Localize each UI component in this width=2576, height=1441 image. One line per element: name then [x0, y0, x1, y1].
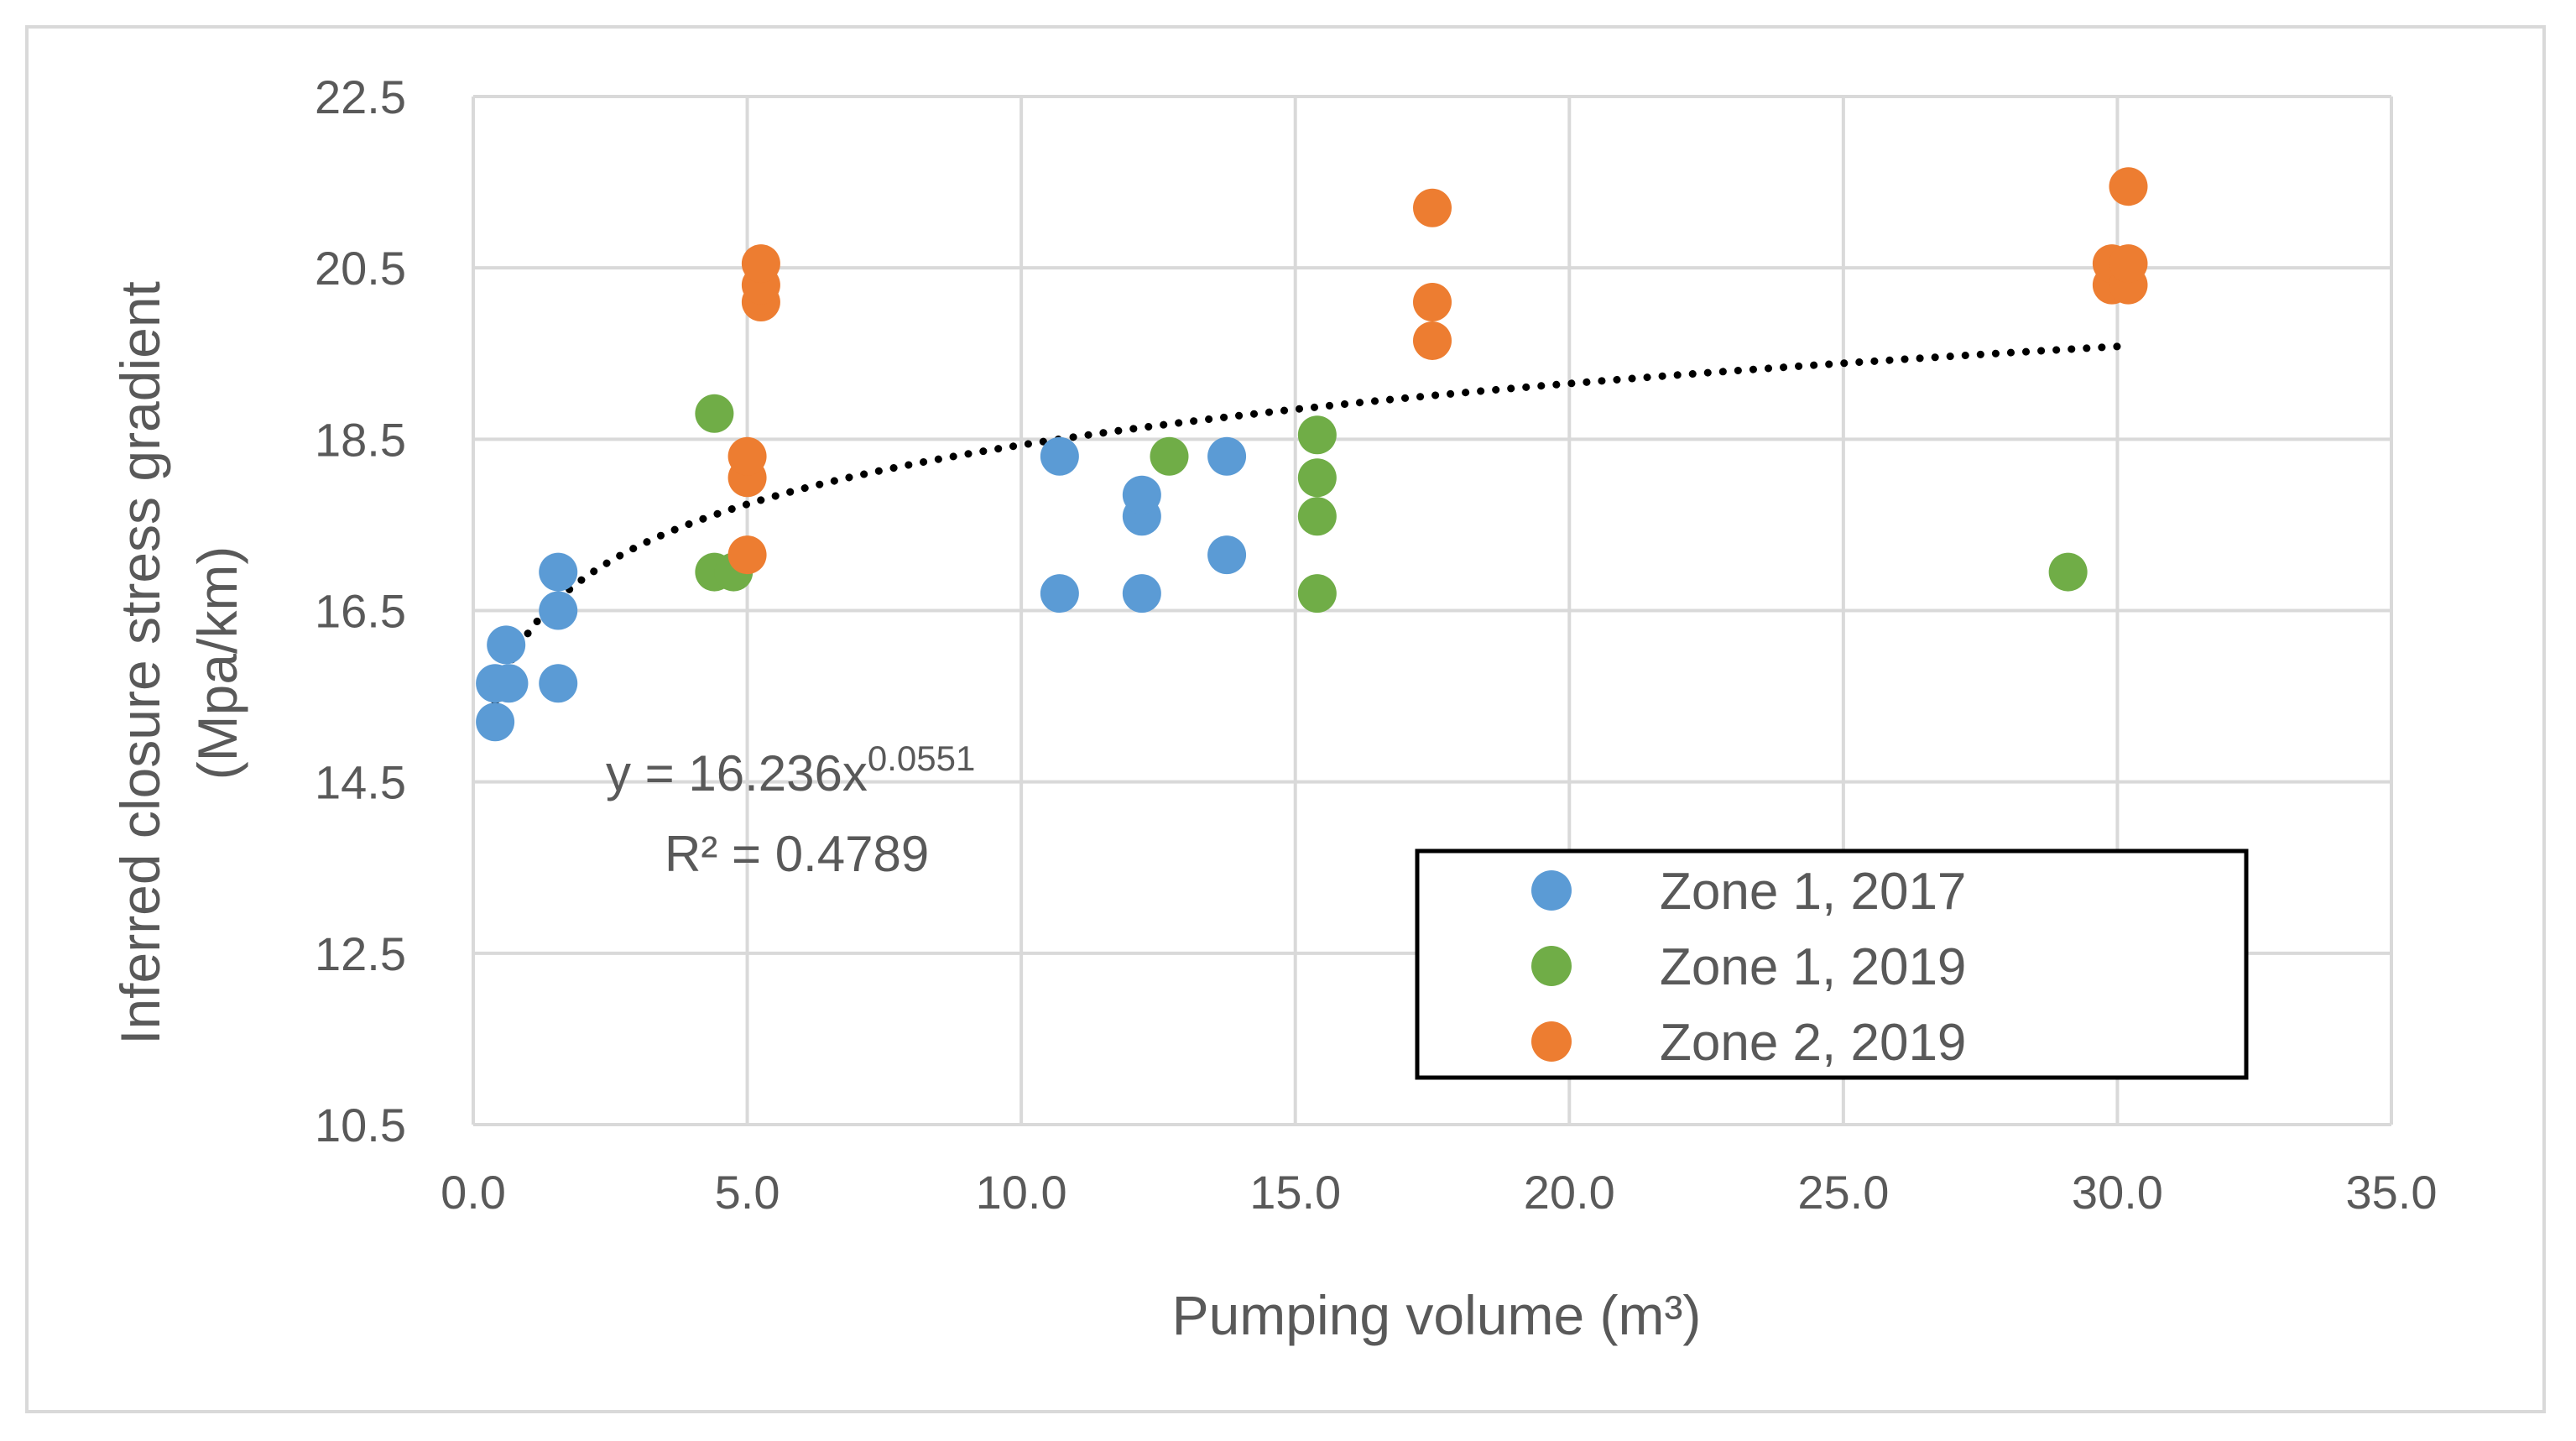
- legend-marker-zone-1-2019: [1531, 946, 1572, 986]
- point-zone-1-2019: [1297, 458, 1337, 498]
- y-axis-title-line1: Inferred closure stress gradient: [109, 281, 171, 1045]
- point-zone-1-2017: [1040, 574, 1079, 613]
- point-zone-2-2019: [1413, 188, 1452, 227]
- point-zone-2-2019: [741, 244, 780, 284]
- y-tick-label: 22.5: [315, 70, 406, 123]
- point-zone-1-2019: [1150, 436, 1189, 476]
- legend: Zone 1, 2017 Zone 1, 2019 Zone 2, 2019: [1415, 848, 2249, 1080]
- x-tick-label: 5.0: [715, 1166, 780, 1219]
- point-zone-1-2017: [1122, 574, 1161, 613]
- point-zone-1-2017: [1122, 475, 1161, 514]
- point-zone-2-2019: [727, 436, 767, 476]
- y-tick-label: 20.5: [315, 242, 406, 295]
- point-zone-1-2017: [489, 664, 529, 703]
- tick-labels: 0.0 5.0 10.0 15.0 20.0 25.0 30.0 35.0 10.5 12.5 14…: [315, 70, 2438, 1219]
- x-tick-label: 35.0: [2346, 1166, 2438, 1219]
- y-tick-label: 14.5: [315, 756, 406, 809]
- x-tick-label: 30.0: [2072, 1166, 2163, 1219]
- point-zone-1-2017: [539, 552, 578, 592]
- point-zone-2-2019: [2109, 167, 2148, 206]
- legend-label-zone-1-2019: Zone 1, 2019: [1660, 938, 1966, 996]
- legend-label-zone-1-2017: Zone 1, 2017: [1660, 863, 1966, 921]
- point-zone-1-2017: [1207, 436, 1247, 476]
- point-zone-2-2019: [1413, 283, 1452, 321]
- legend-marker-zone-1-2017: [1531, 870, 1572, 911]
- equation-exponent: 0.0551: [868, 739, 975, 778]
- x-tick-label: 20.0: [1524, 1166, 1615, 1219]
- point-zone-1-2017: [476, 702, 515, 742]
- x-tick-label: 10.0: [976, 1166, 1067, 1219]
- y-tick-label: 12.5: [315, 927, 406, 980]
- x-tick-label: 25.0: [1797, 1166, 1889, 1219]
- point-zone-1-2017: [1207, 535, 1247, 575]
- point-zone-1-2017: [1040, 436, 1079, 476]
- y-tick-label: 18.5: [315, 413, 406, 466]
- point-zone-1-2017: [487, 625, 526, 665]
- point-zone-1-2019: [2048, 552, 2088, 592]
- data-points: [476, 167, 2148, 742]
- trendline-equation: y = 16.236x0.0551: [606, 739, 975, 801]
- point-zone-1-2019: [1297, 497, 1337, 536]
- x-axis-title: Pumping volume (m³): [1172, 1284, 1702, 1346]
- point-zone-1-2019: [1297, 574, 1337, 613]
- point-zone-1-2019: [1297, 415, 1337, 455]
- y-tick-label: 16.5: [315, 585, 406, 638]
- trendline-r-squared: R² = 0.4789: [665, 826, 929, 882]
- equation-prefix: y = 16.236x: [606, 745, 868, 801]
- x-tick-label: 0.0: [441, 1166, 506, 1219]
- point-zone-2-2019: [727, 535, 767, 575]
- x-tick-label: 15.0: [1249, 1166, 1341, 1219]
- point-zone-2-2019: [2109, 244, 2148, 284]
- y-tick-label: 10.5: [315, 1099, 406, 1151]
- y-axis-title-line2: (Mpa/km): [186, 546, 248, 781]
- point-zone-1-2017: [539, 591, 578, 630]
- legend-marker-zone-2-2019: [1531, 1021, 1572, 1062]
- point-zone-1-2019: [695, 394, 734, 433]
- point-zone-2-2019: [1413, 321, 1452, 360]
- legend-label-zone-2-2019: Zone 2, 2019: [1660, 1014, 1966, 1072]
- point-zone-1-2017: [539, 664, 578, 703]
